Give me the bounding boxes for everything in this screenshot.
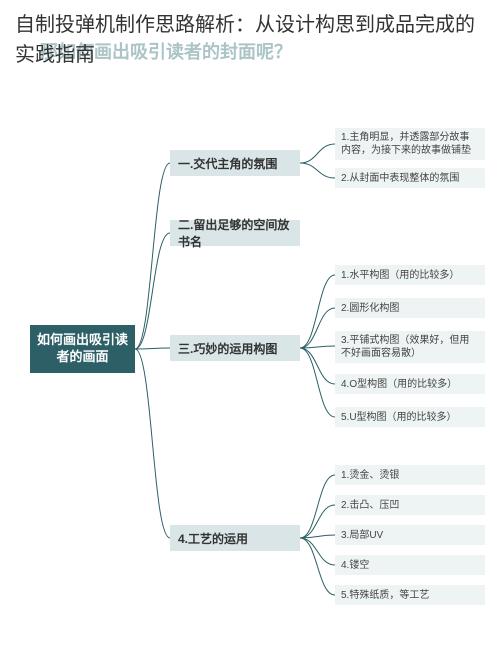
leaf-node: 2.从封面中表现整体的氛围: [335, 168, 485, 188]
leaf-node: 2.击凸、压凹: [335, 495, 485, 515]
leaf-node: 1.烫金、烫银: [335, 465, 485, 485]
leaf-node: 4.O型构图（用的比较多）: [335, 374, 485, 394]
branch-node: 三.巧妙的运用构图: [170, 335, 300, 361]
root-node: 如何画出吸引读者的画面: [30, 325, 135, 373]
leaf-node: 1.主角明显，并透露部分故事内容，为接下来的故事做铺垫: [335, 128, 485, 160]
branch-node: 二.留出足够的空间放书名: [170, 220, 300, 246]
branch-node: 4.工艺的运用: [170, 525, 300, 551]
leaf-node: 3.平铺式构图（效果好，但用不好画面容易散）: [335, 331, 485, 363]
branch-node: 一.交代主角的氛围: [170, 150, 300, 176]
leaf-node: 3.局部UV: [335, 525, 485, 545]
leaf-node: 4.镂空: [335, 555, 485, 575]
leaf-node: 1.水平构图（用的比较多）: [335, 265, 485, 285]
leaf-node: 5.U型构图（用的比较多）: [335, 407, 485, 427]
leaf-node: 5.特殊纸质，等工艺: [335, 585, 485, 605]
page-title: 自制投弹机制作思路解析：从设计构思到成品完成的实践指南: [0, 0, 500, 75]
mindmap-diagram: 如何画出吸引读者的画面 一.交代主角的氛围 1.主角明显，并透露部分故事内容，为接…: [0, 80, 500, 650]
leaf-node: 2.圆形化构图: [335, 298, 485, 318]
